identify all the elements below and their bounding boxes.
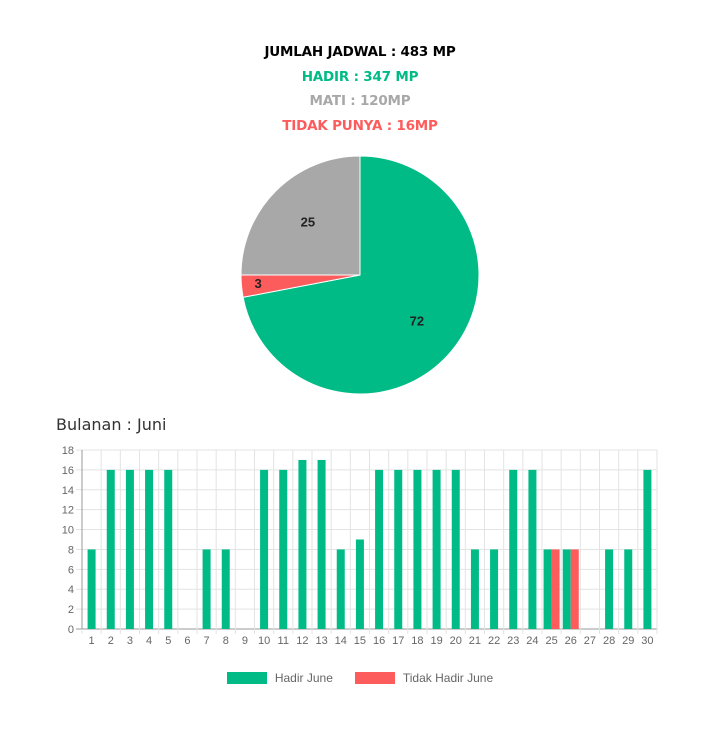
- bar-hadir-day-4[interactable]: [145, 469, 154, 629]
- x-tick-label: 3: [127, 635, 133, 647]
- x-tick-label: 24: [526, 635, 538, 647]
- bar-hadir-day-7[interactable]: [202, 549, 211, 629]
- y-tick-label: 10: [62, 525, 74, 537]
- bar-hadir-day-1[interactable]: [87, 549, 96, 629]
- x-tick-label: 28: [603, 635, 615, 647]
- pie-slice-label-2: 25: [301, 214, 315, 229]
- bar-hadir-day-18[interactable]: [413, 469, 422, 629]
- bar-hadir-day-22[interactable]: [490, 549, 499, 629]
- month-title: Bulanan : Juni: [56, 415, 167, 434]
- legend-swatch-hadir: [226, 672, 267, 684]
- y-tick-label: 18: [62, 445, 74, 457]
- y-tick-label: 2: [68, 604, 74, 616]
- y-tick-label: 14: [62, 485, 74, 497]
- x-tick-label: 4: [146, 635, 152, 647]
- legend-swatch-tidak-hadir: [354, 672, 395, 684]
- y-tick-label: 4: [68, 584, 74, 596]
- x-tick-label: 27: [584, 635, 596, 647]
- x-tick-label: 10: [258, 635, 270, 647]
- x-tick-label: 30: [641, 635, 653, 647]
- x-tick-label: 1: [89, 635, 95, 647]
- bar-hadir-day-28[interactable]: [605, 549, 614, 629]
- dead-label: MATI : 120MP: [309, 93, 411, 109]
- summary-block: JUMLAH JADWAL : 483 MP HADIR : 347 MP MA…: [0, 40, 720, 138]
- bar-hadir-day-26[interactable]: [562, 549, 571, 629]
- x-tick-label: 19: [430, 635, 442, 647]
- bar-hadir-day-15[interactable]: [355, 539, 364, 630]
- x-tick-label: 18: [411, 635, 423, 647]
- pie-slice-2[interactable]: [240, 155, 361, 276]
- x-tick-label: 29: [622, 635, 634, 647]
- bar-hadir-day-19[interactable]: [432, 469, 441, 629]
- bar-hadir-day-2[interactable]: [106, 469, 115, 629]
- legend-item-hadir[interactable]: Hadir June: [226, 671, 333, 685]
- pie-slice-label-0: 72: [410, 313, 424, 328]
- y-tick-label: 6: [68, 564, 74, 576]
- x-tick-label: 2: [108, 635, 114, 647]
- x-tick-label: 17: [392, 635, 404, 647]
- legend-label-tidak-hadir: Tidak Hadir June: [402, 671, 494, 685]
- x-tick-label: 25: [545, 635, 557, 647]
- bar-hadir-day-24[interactable]: [528, 469, 537, 629]
- x-tick-label: 8: [223, 635, 229, 647]
- bar-hadir-day-20[interactable]: [451, 469, 460, 629]
- bar-hadir-day-25[interactable]: [543, 549, 552, 629]
- bar-tidak-hadir-day-25[interactable]: [551, 549, 560, 629]
- x-tick-label: 21: [469, 635, 481, 647]
- x-tick-label: 12: [296, 635, 308, 647]
- x-tick-label: 14: [335, 635, 347, 647]
- pie-chart: 72 3 25: [240, 155, 480, 395]
- x-tick-label: 9: [242, 635, 248, 647]
- bar-hadir-day-11[interactable]: [279, 469, 288, 629]
- y-tick-label: 0: [68, 624, 74, 636]
- bar-tidak-hadir-day-26[interactable]: [570, 549, 579, 629]
- y-tick-label: 12: [62, 505, 74, 517]
- y-tick-label: 16: [62, 465, 74, 477]
- x-tick-label: 20: [450, 635, 462, 647]
- bar-hadir-day-17[interactable]: [394, 469, 403, 629]
- bar-hadir-day-16[interactable]: [375, 469, 384, 629]
- x-tick-label: 5: [165, 635, 171, 647]
- x-tick-label: 6: [184, 635, 190, 647]
- x-tick-label: 11: [278, 635, 289, 647]
- x-tick-label: 15: [354, 635, 366, 647]
- bar-hadir-day-23[interactable]: [509, 469, 518, 629]
- pie-slice-0[interactable]: [242, 155, 480, 395]
- bar-hadir-day-12[interactable]: [298, 459, 307, 629]
- x-tick-label: 26: [565, 635, 577, 647]
- bar-hadir-day-5[interactable]: [164, 469, 173, 629]
- legend-item-tidak-hadir[interactable]: Tidak Hadir June: [354, 671, 494, 685]
- x-tick-label: 7: [204, 635, 210, 647]
- bar-hadir-day-29[interactable]: [624, 549, 633, 629]
- chart-legend: Hadir June Tidak Hadir June: [0, 671, 720, 685]
- bar-hadir-day-21[interactable]: [470, 549, 479, 629]
- legend-label-hadir: Hadir June: [274, 671, 333, 685]
- not-owned-label: TIDAK PUNYA : 16MP: [282, 117, 438, 134]
- bar-hadir-day-10[interactable]: [260, 469, 269, 629]
- bar-hadir-day-3[interactable]: [125, 469, 134, 629]
- bar-hadir-day-8[interactable]: [221, 549, 230, 629]
- x-tick-label: 13: [315, 635, 327, 647]
- x-tick-label: 22: [488, 635, 500, 647]
- present-label: HADIR : 347 MP: [301, 68, 419, 85]
- x-tick-label: 16: [373, 635, 385, 647]
- bar-hadir-day-30[interactable]: [643, 469, 652, 629]
- x-tick-label: 23: [507, 635, 519, 647]
- bar-hadir-day-13[interactable]: [317, 459, 326, 629]
- pie-slice-label-1: 3: [254, 276, 261, 291]
- total-schedule-label: JUMLAH JADWAL : 483 MP: [264, 44, 456, 60]
- bar-hadir-day-14[interactable]: [336, 549, 345, 629]
- y-tick-label: 8: [68, 544, 74, 556]
